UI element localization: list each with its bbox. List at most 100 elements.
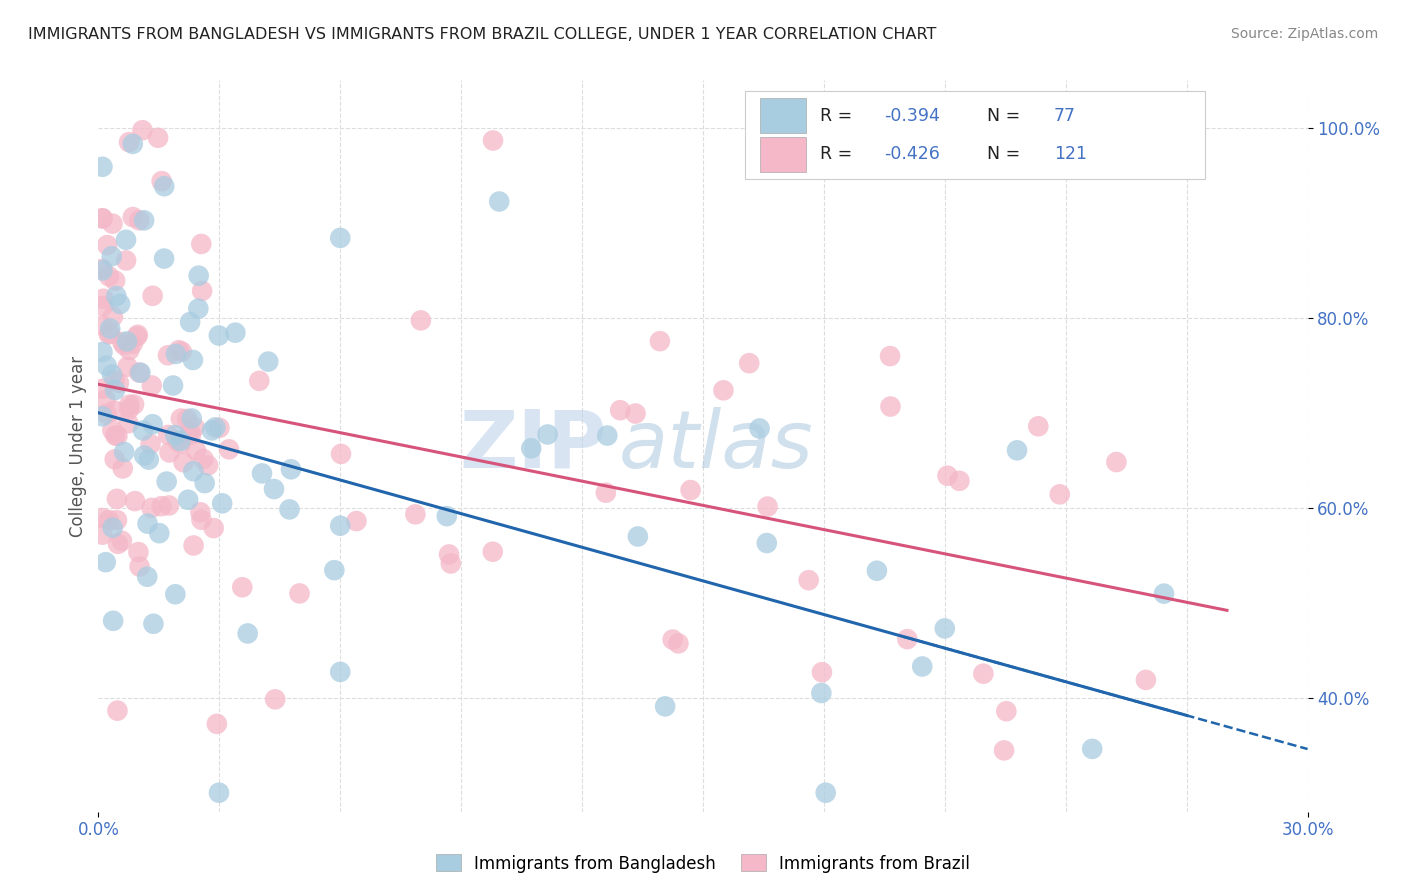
Point [197, 458, 219, 473]
Point [208, 421, 231, 435]
Point [96, 407, 118, 421]
Point [972, 666, 994, 681]
Point [93, 292, 115, 306]
Point [190, 236, 212, 251]
Point [482, 134, 505, 148]
Point [187, 268, 209, 283]
Point [488, 194, 510, 209]
Point [115, 233, 138, 247]
Point [94, 555, 117, 569]
Point [138, 452, 160, 467]
Point [157, 499, 180, 513]
Point [115, 334, 138, 349]
Point [107, 704, 129, 718]
Point [101, 217, 124, 231]
Point [91, 261, 114, 276]
Point [97, 327, 120, 342]
Point [139, 437, 162, 451]
Point [811, 665, 834, 680]
Point [595, 485, 617, 500]
Point [170, 411, 193, 425]
Point [755, 536, 778, 550]
Point [96, 238, 118, 252]
Point [202, 521, 225, 535]
Point [810, 686, 832, 700]
Point [179, 425, 201, 439]
Point [98, 321, 121, 335]
Point [136, 516, 159, 531]
Point [179, 315, 201, 329]
Point [409, 313, 432, 327]
Point [654, 699, 676, 714]
Point [191, 284, 214, 298]
Point [104, 383, 127, 397]
Point [1026, 419, 1049, 434]
Point [481, 545, 503, 559]
Point [91, 527, 114, 541]
Point [108, 376, 131, 390]
Point [129, 366, 152, 380]
Point [177, 492, 200, 507]
Point [204, 420, 226, 434]
Point [404, 508, 426, 522]
Point [1081, 742, 1104, 756]
Point [911, 659, 934, 673]
Text: ZIP: ZIP [458, 407, 606, 485]
Point [127, 327, 149, 342]
Point [156, 475, 179, 489]
Point [122, 397, 145, 411]
Point [146, 130, 169, 145]
Point [218, 442, 240, 457]
Text: -0.426: -0.426 [884, 145, 941, 163]
Point [124, 494, 146, 508]
Point [180, 427, 202, 442]
Point [668, 636, 690, 650]
Point [596, 428, 619, 442]
Text: IMMIGRANTS FROM BANGLADESH VS IMMIGRANTS FROM BRAZIL COLLEGE, UNDER 1 YEAR CORRE: IMMIGRANTS FROM BANGLADESH VS IMMIGRANTS… [28, 27, 936, 42]
Point [190, 505, 212, 519]
Point [1049, 487, 1071, 501]
Point [141, 378, 163, 392]
Point [329, 518, 352, 533]
Point [330, 447, 353, 461]
Point [183, 539, 205, 553]
Point [91, 409, 114, 424]
Point [1105, 455, 1128, 469]
Text: R =: R = [820, 145, 858, 163]
Point [112, 338, 135, 352]
Point [91, 263, 114, 277]
Point [194, 476, 217, 491]
Point [127, 329, 149, 343]
Point [288, 586, 311, 600]
Point [111, 335, 134, 350]
Point [91, 318, 114, 333]
Point [866, 564, 889, 578]
Point [170, 344, 193, 359]
Point [183, 420, 205, 434]
Point [150, 174, 173, 188]
Point [797, 573, 820, 587]
Point [121, 210, 143, 224]
Point [1135, 673, 1157, 687]
Point [627, 529, 650, 543]
Point [157, 428, 180, 442]
Point [250, 467, 273, 481]
Point [128, 213, 150, 227]
Point [184, 443, 207, 458]
Point [142, 616, 165, 631]
Point [201, 424, 224, 438]
Point [661, 632, 683, 647]
Point [948, 474, 970, 488]
Point [211, 496, 233, 510]
Point [153, 252, 176, 266]
Point [170, 436, 193, 450]
Point [993, 743, 1015, 757]
Point [96, 359, 118, 373]
Point [1153, 587, 1175, 601]
Point [190, 513, 212, 527]
Point [127, 545, 149, 559]
Point [738, 356, 761, 370]
Point [100, 249, 122, 263]
Point [134, 213, 156, 227]
Point [142, 289, 165, 303]
